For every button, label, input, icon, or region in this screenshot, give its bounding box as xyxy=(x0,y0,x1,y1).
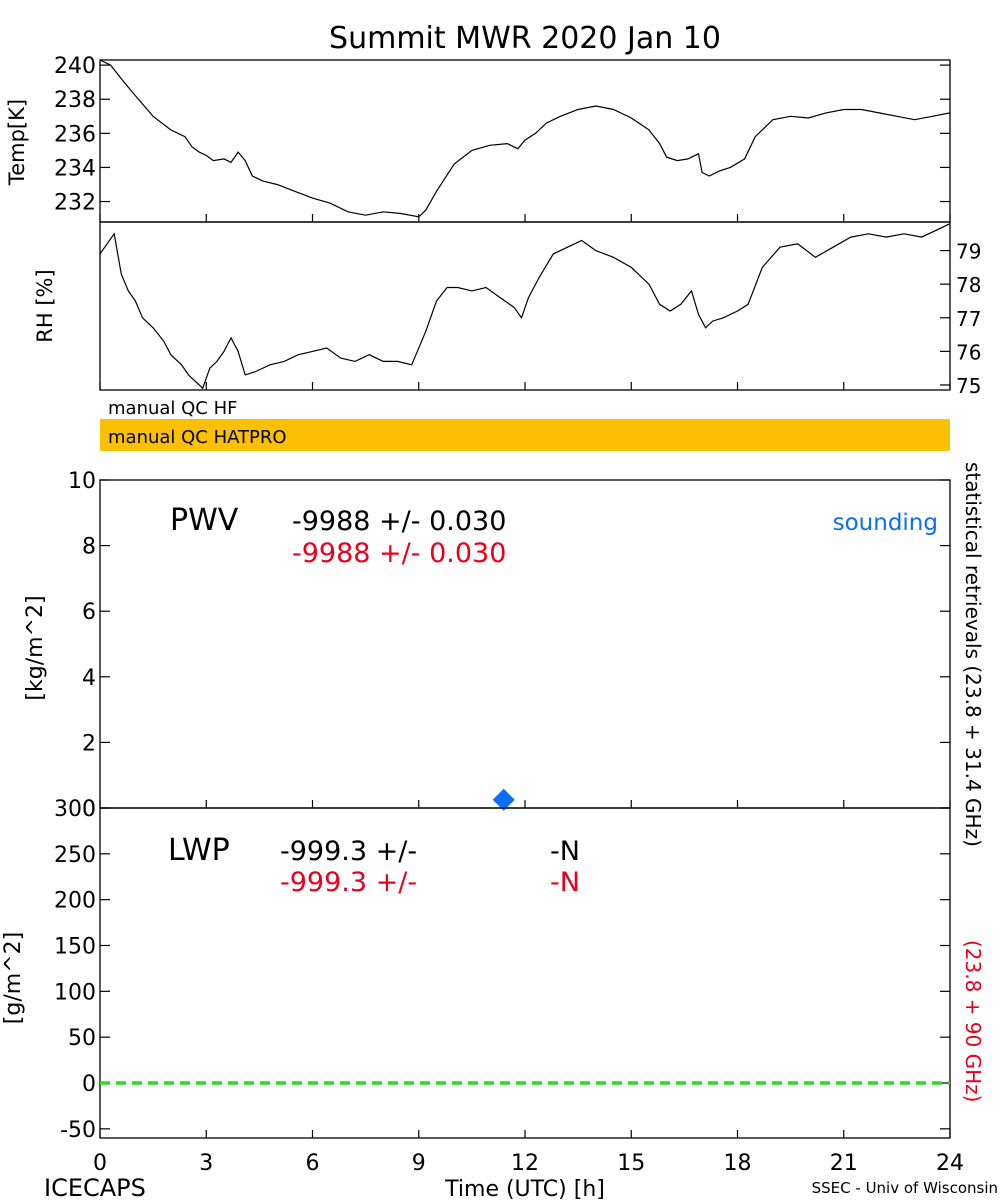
right-axis-label-black: statistical retrievals (23.8 + 31.4 GHz) xyxy=(961,462,985,847)
temp-y-tick-label: 240 xyxy=(54,54,96,79)
sounding-point xyxy=(492,788,515,811)
temp-series-line xyxy=(99,59,951,218)
rh-y-tick-label: 78 xyxy=(956,273,981,297)
pwv-y-tick-label: 4 xyxy=(82,666,96,691)
lwp-label: LWP xyxy=(168,833,230,868)
lwp-y-tick-label: 150 xyxy=(54,935,96,960)
temp-y-tick-label: 238 xyxy=(54,88,96,113)
pwv-y-tick-label: 6 xyxy=(82,600,96,625)
lwp-y-axis-label: [g/m^2] xyxy=(1,932,26,1024)
rh-panel: 75 76 77 78 79 RH [%] xyxy=(33,221,981,398)
rh-y-tick-label: 76 xyxy=(956,340,981,364)
temp-y-axis-label: Temp[K] xyxy=(5,99,29,186)
pwv-y-tick-label: 2 xyxy=(82,731,96,756)
temp-y-tick-label: 234 xyxy=(54,156,96,181)
lwp-y-tick-label: 250 xyxy=(54,843,96,868)
qc-bar-hatpro xyxy=(100,419,950,451)
lwp-y-tick-label: 100 xyxy=(54,980,96,1005)
pwv-label: PWV xyxy=(170,503,239,538)
lwp-stat-black-n: -N xyxy=(550,836,580,867)
qc-bar-hf xyxy=(100,395,950,418)
lwp-y-tick-labels: -50 0 50 100 150 200 250 300 xyxy=(54,797,96,1143)
footer-left: ICECAPS xyxy=(44,1174,146,1200)
temp-panel: 232 234 236 238 240 Temp[K] xyxy=(5,54,951,223)
rh-y-tick-labels: 75 76 77 78 79 xyxy=(956,240,981,398)
rh-y-axis-label: RH [%] xyxy=(33,269,57,342)
pwv-y-tick-label: 10 xyxy=(68,469,96,494)
lwp-y-tick-label: 200 xyxy=(54,889,96,914)
x-axis-ticks xyxy=(99,214,951,1138)
x-tick-label: 24 xyxy=(936,1151,964,1176)
lwp-stat-black: -999.3 +/- xyxy=(280,836,417,867)
pwv-y-tick-label: 8 xyxy=(82,535,96,560)
lwp-y-ticks xyxy=(100,807,950,1130)
temp-y-ticks xyxy=(100,64,950,203)
rh-y-tick-label: 79 xyxy=(956,240,981,264)
pwv-y-axis-label: [kg/m^2] xyxy=(23,595,48,700)
right-axis-label-red: (23.8 + 90 GHz) xyxy=(961,940,985,1102)
rh-y-ticks xyxy=(940,249,950,386)
lwp-y-tick-label: -50 xyxy=(60,1118,96,1143)
figure-title: Summit MWR 2020 Jan 10 xyxy=(329,21,721,56)
footer-right: SSEC - Univ of Wisconsin xyxy=(812,1179,998,1197)
x-tick-label: 12 xyxy=(511,1151,539,1176)
lwp-y-tick-label: 50 xyxy=(68,1026,96,1051)
pwv-stat-black: -9988 +/- 0.030 xyxy=(292,506,506,537)
x-tick-label: 9 xyxy=(412,1151,426,1176)
x-axis-tick-labels: 0 3 6 9 12 15 18 21 24 xyxy=(93,1151,964,1176)
x-tick-label: 3 xyxy=(199,1151,213,1176)
lwp-y-tick-label: 0 xyxy=(82,1072,96,1097)
pwv-sounding-points xyxy=(492,788,515,811)
rh-series-line xyxy=(99,223,951,390)
qc-bar-hf-label: manual QC HF xyxy=(108,398,237,419)
x-axis-label: Time (UTC) [h] xyxy=(444,1177,605,1200)
temp-y-tick-labels: 232 234 236 238 240 xyxy=(54,54,96,215)
temp-y-tick-label: 236 xyxy=(54,122,96,147)
x-tick-label: 6 xyxy=(306,1151,320,1176)
x-tick-label: 21 xyxy=(830,1151,858,1176)
pwv-y-tick-label: 0 xyxy=(82,797,96,822)
pwv-sounding-legend: sounding xyxy=(833,510,938,536)
pwv-stat-red: -9988 +/- 0.030 xyxy=(292,538,506,569)
qc-bar-hatpro-label: manual QC HATPRO xyxy=(108,427,287,448)
pwv-y-tick-labels: 0 2 4 6 8 10 xyxy=(68,469,96,822)
x-tick-label: 0 xyxy=(93,1151,107,1176)
lwp-stat-red-n: -N xyxy=(550,867,580,898)
rh-y-tick-label: 77 xyxy=(956,307,981,331)
lwp-y-tick-label: 300 xyxy=(54,797,96,822)
qc-bars: manual QC HF manual QC HATPRO xyxy=(100,395,950,451)
lwp-stat-red: -999.3 +/- xyxy=(280,867,417,898)
x-tick-label: 18 xyxy=(724,1151,752,1176)
temp-y-tick-label: 232 xyxy=(54,191,96,216)
rh-y-tick-label: 75 xyxy=(956,374,981,398)
pwv-panel: 0 2 4 6 8 10 PWV -9988 +/- 0.030 -9988 +/- 0.… xyxy=(23,469,951,822)
x-tick-label: 15 xyxy=(617,1151,645,1176)
